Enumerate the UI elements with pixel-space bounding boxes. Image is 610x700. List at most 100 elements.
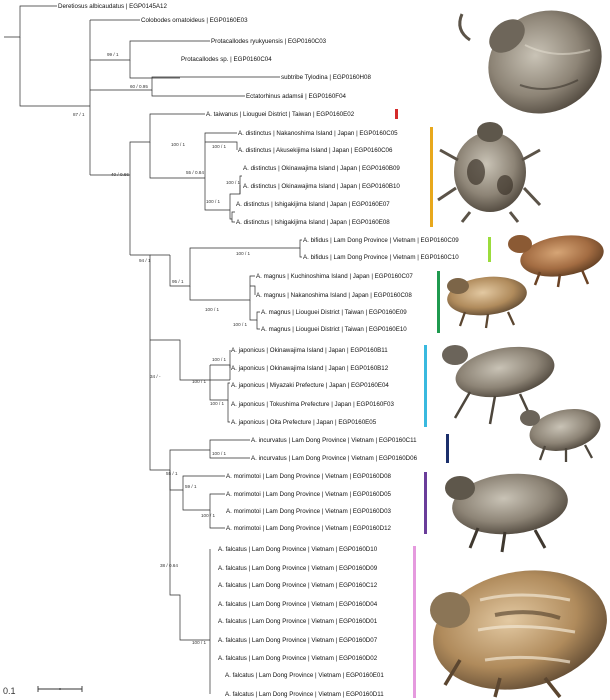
specimen-photos bbox=[430, 10, 607, 699]
branch bbox=[209, 365, 230, 401]
branch bbox=[205, 141, 238, 150]
scale-bar-label: 0.1 bbox=[3, 686, 16, 696]
node-support: 38 / 0.64 bbox=[160, 563, 178, 568]
branch bbox=[149, 142, 205, 179]
branch bbox=[169, 470, 225, 491]
node-support: 100 / 1 bbox=[210, 401, 224, 406]
branch bbox=[210, 364, 231, 368]
tip-label: Protacallodes sp. | EGP0160C04 bbox=[181, 56, 272, 63]
tip-label: A. falcatus | Lam Dong Province | Vietna… bbox=[218, 655, 378, 662]
tip-label: A. falcatus | Lam Dong Province | Vietna… bbox=[218, 546, 378, 553]
node-support: 100 / 1 bbox=[192, 640, 206, 645]
branch bbox=[227, 400, 230, 423]
node-support: 100 / 1 bbox=[212, 144, 226, 149]
tip-label: A. japonicus | Oita Prefecture | Japan |… bbox=[231, 419, 377, 426]
node-support: 94 / 1 bbox=[139, 258, 151, 263]
weevil-photo-icon bbox=[442, 345, 555, 425]
clade-bar-magnus bbox=[437, 271, 440, 333]
branch bbox=[129, 113, 205, 175]
node-support: 100 / 1 bbox=[212, 451, 226, 456]
tip-label: A. falcatus | Lam Dong Province | Vietna… bbox=[218, 637, 378, 644]
scale-bar-line bbox=[37, 686, 83, 692]
branch bbox=[169, 470, 210, 641]
branch bbox=[249, 300, 260, 321]
weevil-photo-icon bbox=[430, 570, 607, 699]
tip-label: A. japonicus | Tokushima Prefecture | Ja… bbox=[231, 401, 394, 408]
tip-label: A. falcatus | Lam Dong Province | Vietna… bbox=[225, 672, 384, 679]
tip-label: A. magnus | Liouguei District | Taiwan |… bbox=[261, 326, 407, 333]
tip-labels: Deretiosus albicaudatus | EGP0145A12 Col… bbox=[58, 3, 459, 698]
node-support: 100 / 1 bbox=[226, 180, 240, 185]
branch bbox=[129, 60, 180, 79]
tip-label: Deretiosus albicaudatus | EGP0145A12 bbox=[58, 3, 167, 10]
branch bbox=[209, 510, 225, 529]
clade-bar-falcatus bbox=[413, 546, 416, 698]
node-support: 99 / 1 bbox=[107, 52, 119, 57]
branch bbox=[250, 285, 256, 295]
tip-label: Protacallodes ryukyuensis | EGP0160C03 bbox=[211, 38, 327, 45]
clade-bar-japonicus bbox=[424, 345, 427, 427]
scale-bar: 0.1 bbox=[3, 686, 83, 696]
branch bbox=[209, 450, 250, 459]
node-support: 55 / 1 bbox=[166, 471, 178, 476]
tip-label: A. falcatus | Lam Dong Province | Vietna… bbox=[218, 601, 378, 608]
tip-label: A. bifidus | Lam Dong Province | Vietnam… bbox=[303, 254, 459, 261]
weevil-photo-icon bbox=[437, 122, 542, 223]
branch bbox=[19, 37, 90, 107]
weevil-photo-icon bbox=[520, 409, 601, 462]
tip-label: A. distinctus | Ishigakijima Island | Ja… bbox=[236, 201, 390, 208]
tip-label: A. falcatus | Lam Dong Province | Vietna… bbox=[218, 618, 378, 625]
tip-label: A. distinctus | Okinawajima Island | Jap… bbox=[243, 183, 400, 190]
tip-label: A. magnus | Liouguei District | Taiwan |… bbox=[261, 309, 407, 316]
clade-bar-taiwanus bbox=[395, 109, 398, 119]
node-support: 100 / 1 bbox=[201, 513, 215, 518]
weevil-photo-icon bbox=[508, 235, 604, 288]
node-support: 100 / 1 bbox=[192, 379, 206, 384]
branch bbox=[256, 320, 260, 330]
tip-label: A. japonicus | Okinawajima Island | Japa… bbox=[231, 365, 389, 372]
tip-label: A. taiwanus | Liouguei District | Taiwan… bbox=[206, 111, 355, 118]
node-support: 100 / 1 bbox=[206, 199, 220, 204]
tree-branches bbox=[4, 5, 302, 694]
node-support: 60 / 0.95 bbox=[130, 84, 148, 89]
node-support: 40 / 0.66 bbox=[111, 172, 129, 177]
tip-label: Colobodes ornatoideus | EGP0160E03 bbox=[141, 17, 248, 24]
tip-label: A. falcatus | Lam Dong Province | Vietna… bbox=[218, 582, 378, 589]
branch bbox=[151, 90, 245, 97]
tip-label: A. distinctus | Ishigakijima Island | Ja… bbox=[236, 219, 390, 226]
tip-label: A. incurvatus | Lam Dong Province | Viet… bbox=[251, 455, 418, 462]
tip-label: A. morimotoi | Lam Dong Province | Vietn… bbox=[226, 473, 392, 480]
tip-label: subtribe Tylodina | EGP0160H08 bbox=[281, 74, 371, 81]
branch bbox=[90, 76, 280, 91]
branch bbox=[229, 210, 235, 220]
tip-label: A. morimotoi | Lam Dong Province | Vietn… bbox=[226, 525, 392, 532]
tip-label: A. japonicus | Miyazaki Prefecture | Jap… bbox=[231, 382, 389, 389]
tip-label: A. magnus | Nakanoshima Island | Japan |… bbox=[256, 292, 412, 299]
clade-bar-distinctus bbox=[430, 127, 433, 227]
weevil-photo-icon bbox=[447, 276, 527, 329]
node-support: 55 / 0.84 bbox=[186, 170, 204, 175]
branch bbox=[204, 178, 230, 211]
tip-label: A. incurvatus | Lam Dong Province | Viet… bbox=[251, 437, 417, 444]
support-values: 99 / 1 60 / 0.95 87 / 1 40 / 0.66 100 / … bbox=[73, 52, 250, 645]
tip-label: A. morimotoi | Lam Dong Province | Vietn… bbox=[226, 508, 392, 515]
tip-label: A. morimotoi | Lam Dong Province | Vietn… bbox=[226, 491, 392, 498]
tip-label: A. bifidus | Lam Dong Province | Vietnam… bbox=[303, 237, 459, 244]
node-support: 100 / 1 bbox=[205, 307, 219, 312]
branch bbox=[130, 254, 151, 340]
clade-bars bbox=[395, 109, 491, 698]
branch bbox=[299, 248, 302, 258]
node-support: 34 / - bbox=[150, 374, 161, 379]
tip-label: A. distinctus | Okinawajima Island | Jap… bbox=[243, 165, 400, 172]
branch bbox=[204, 132, 237, 178]
tip-label: A. magnus | Kuchinoshima Island | Japan … bbox=[256, 273, 413, 280]
tip-label: A. falcatus | Lam Dong Province | Vietna… bbox=[218, 565, 378, 572]
clade-bar-bifidus bbox=[488, 237, 491, 262]
node-support: 100 / 1 bbox=[233, 322, 247, 327]
node-support: 87 / 1 bbox=[73, 112, 85, 117]
tip-label: A. japonicus | Okinawajima Island | Japa… bbox=[231, 347, 388, 354]
node-support: 100 / 1 bbox=[236, 251, 250, 256]
clade-bar-incurvatus bbox=[446, 434, 449, 463]
branch bbox=[189, 275, 255, 301]
